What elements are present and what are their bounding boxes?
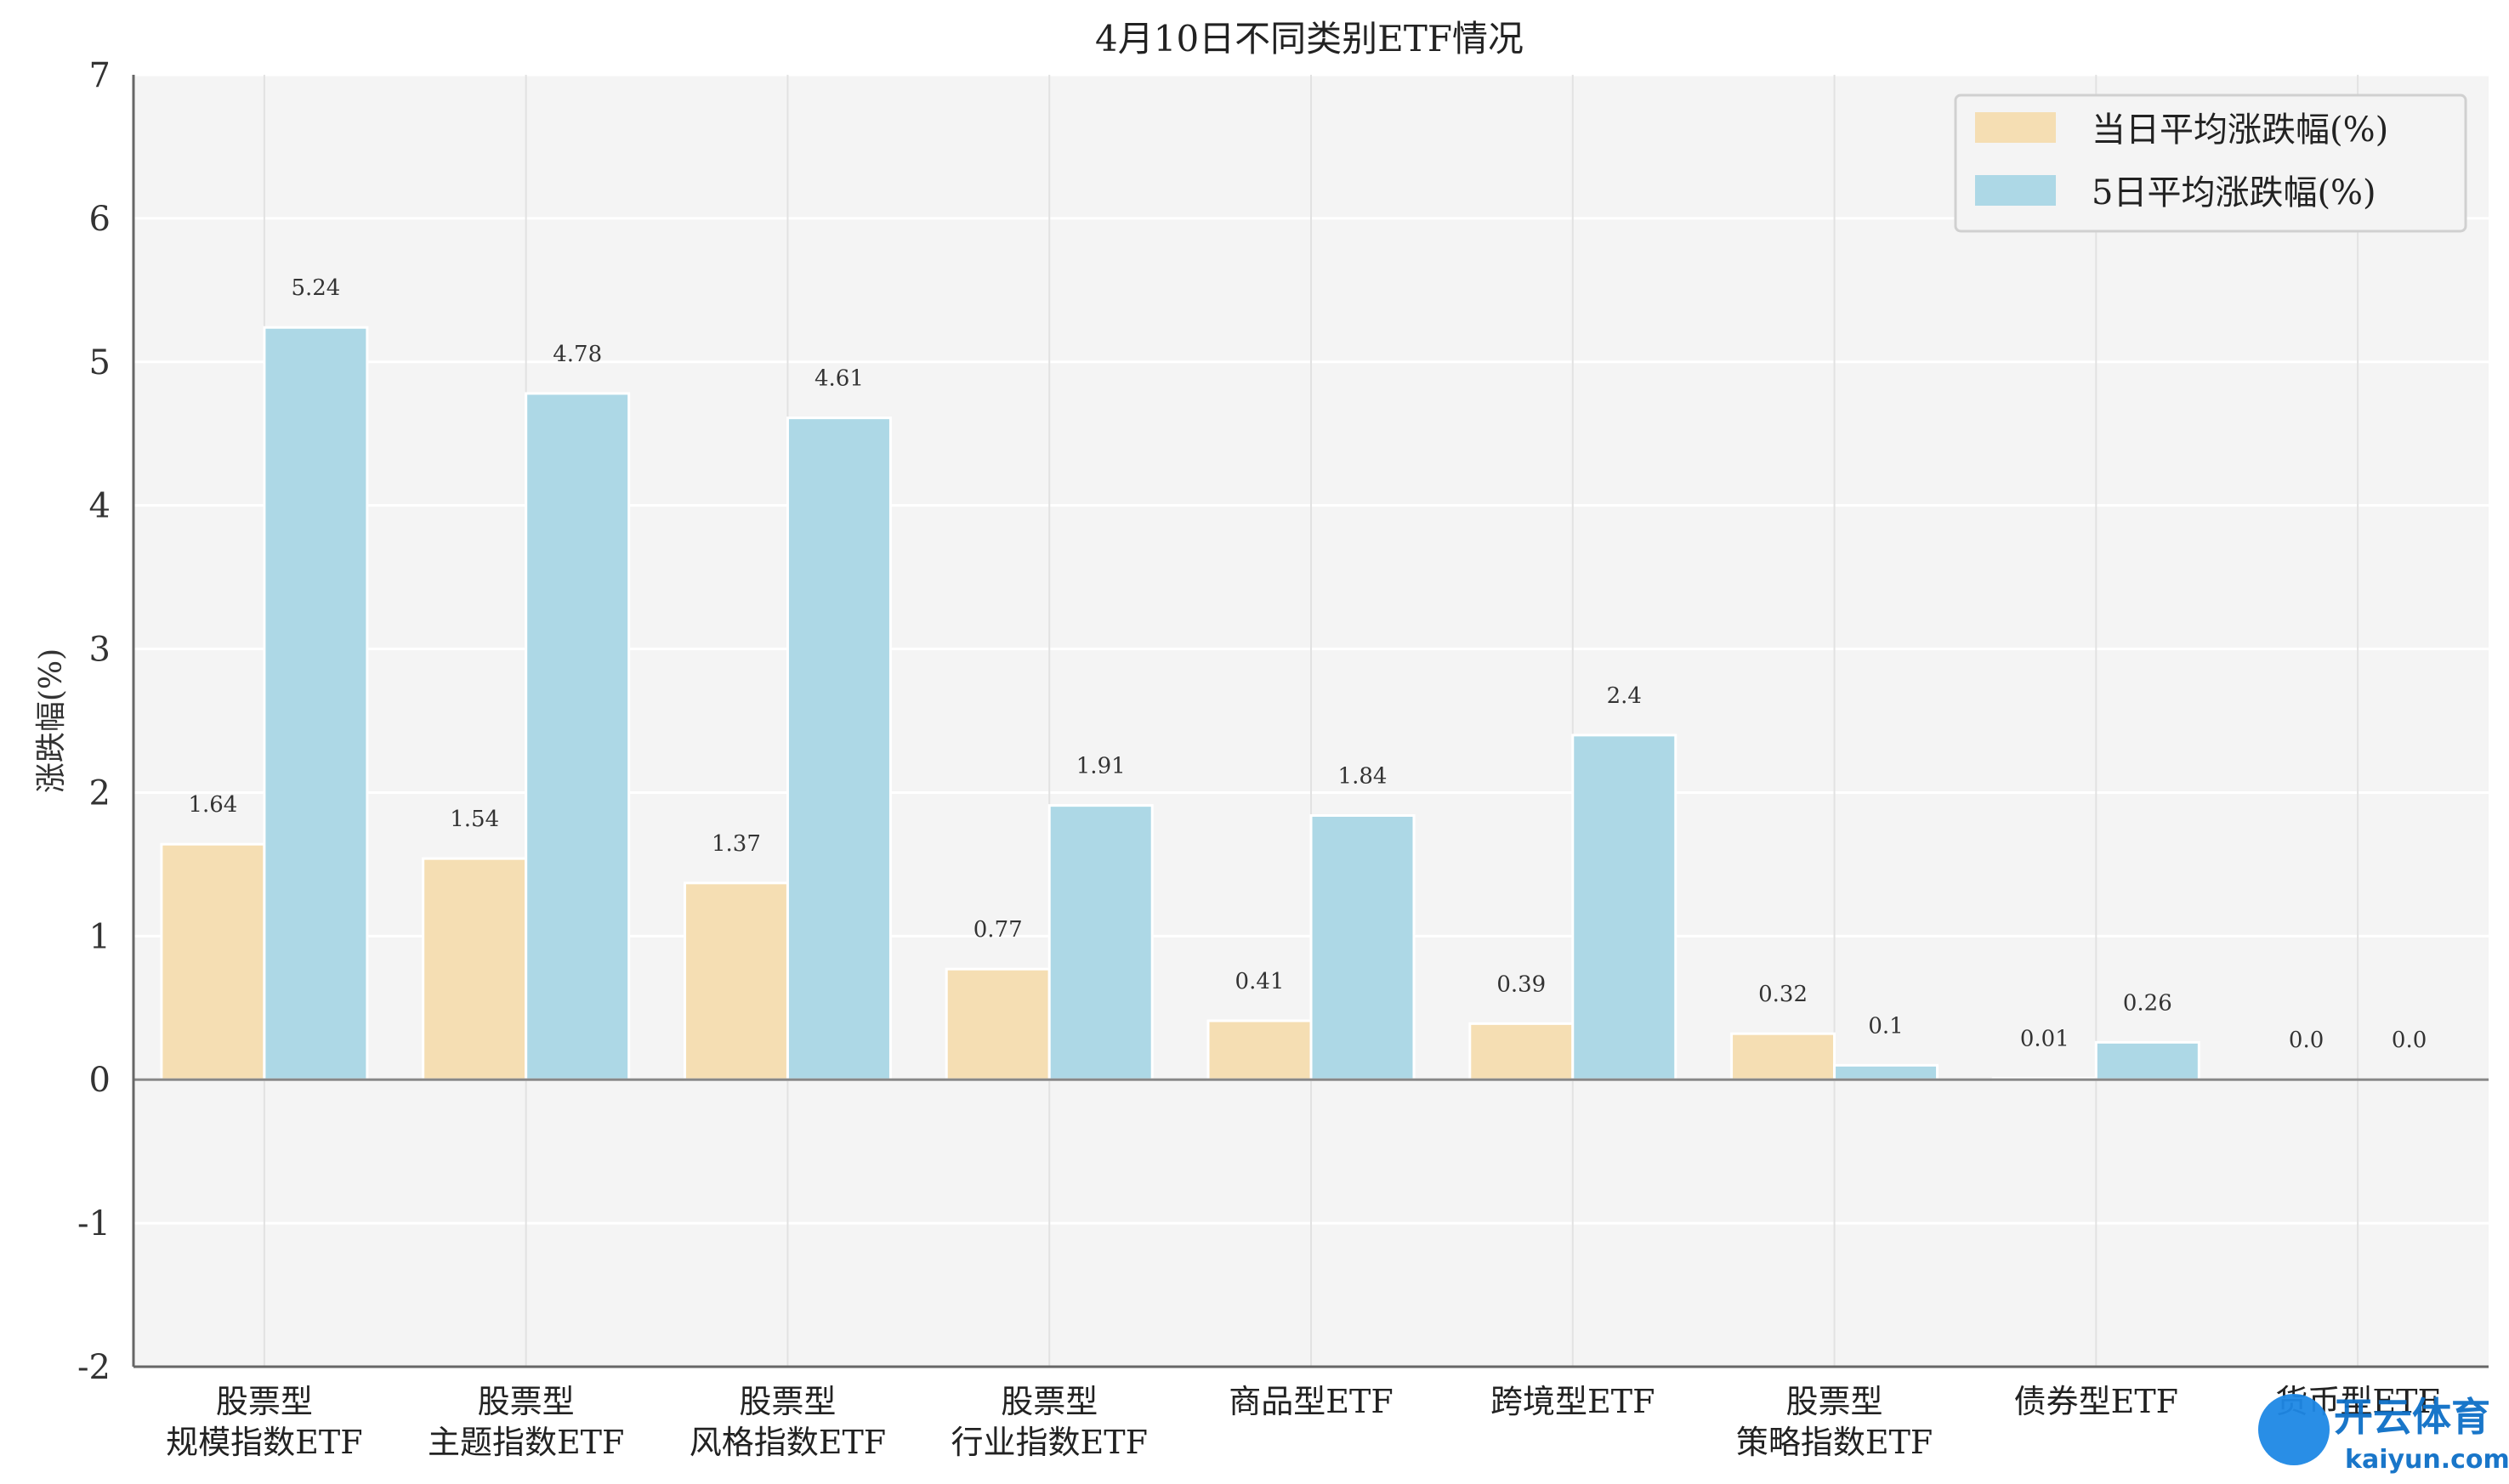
y-tick-label: 0	[89, 1061, 111, 1100]
bar-5day	[1571, 734, 1677, 1081]
x-tick-label: 风格指数ETF	[690, 1424, 886, 1461]
watermark-brand: 开云体育	[2334, 1394, 2490, 1440]
bar-daily	[1206, 1019, 1313, 1081]
y-tick-label: 2	[89, 773, 111, 813]
bar-daily	[422, 857, 528, 1081]
data-label-5day: 1.91	[1076, 754, 1126, 779]
bar-5day	[525, 392, 631, 1081]
data-label-daily: 0.39	[1496, 971, 1546, 997]
y-tick-label: -2	[77, 1348, 111, 1387]
data-label-daily: 0.41	[1235, 969, 1285, 994]
bar-5day	[1833, 1063, 1939, 1081]
x-tick-label: 股票型	[216, 1383, 313, 1420]
x-tick-label: 商品型ETF	[1229, 1383, 1393, 1420]
watermark-logo-icon	[2258, 1394, 2330, 1465]
bars	[160, 326, 2200, 1081]
x-tick-label: 策略指数ETF	[1736, 1424, 1933, 1461]
bar-5day	[786, 416, 892, 1081]
data-label-5day: 4.61	[815, 366, 864, 392]
bar-daily	[160, 842, 266, 1081]
data-label-5day: 1.84	[1338, 763, 1388, 789]
watermark: 开云体育 kaiyun.com	[2258, 1394, 2509, 1475]
legend-label-daily: 当日平均涨跌幅(%)	[2092, 110, 2388, 150]
x-tick-label: 规模指数ETF	[166, 1424, 362, 1461]
data-label-daily: 1.64	[188, 792, 237, 818]
x-tick-label: 债券型ETF	[2014, 1383, 2178, 1420]
data-label-5day: 2.4	[1607, 683, 1642, 709]
bar-5day	[2094, 1040, 2200, 1081]
data-label-5day: 5.24	[291, 275, 340, 301]
y-tick-label: 5	[89, 343, 111, 382]
x-tick-label: 股票型	[1786, 1383, 1883, 1420]
y-tick-labels: 7 6 5 4 3 2 1 0 -1 -2	[77, 56, 111, 1387]
bar-daily	[945, 967, 1051, 1081]
y-tick-label: 7	[89, 56, 111, 95]
x-tick-label: 跨境型ETF	[1490, 1383, 1655, 1420]
x-tick-label: 股票型	[739, 1383, 836, 1420]
data-label-daily: 1.37	[712, 831, 761, 857]
bar-daily	[1730, 1032, 1836, 1081]
bar-daily	[683, 881, 789, 1081]
y-tick-label: 1	[89, 917, 111, 956]
x-tick-label: 行业指数ETF	[951, 1424, 1147, 1461]
x-tick-label: 股票型	[1001, 1383, 1098, 1420]
data-label-5day: 0.26	[2123, 990, 2172, 1016]
bar-daily	[1468, 1022, 1575, 1081]
data-label-daily: 0.0	[2289, 1028, 2324, 1053]
x-tick-label: 股票型	[478, 1383, 575, 1420]
bar-5day	[1047, 804, 1154, 1081]
legend-label-5day: 5日平均涨跌幅(%)	[2092, 173, 2376, 212]
bar-5day	[1309, 813, 1416, 1081]
y-tick-label: 6	[89, 200, 111, 239]
chart-title: 4月10日不同类别ETF情况	[1095, 18, 1524, 59]
data-label-daily: 1.54	[450, 807, 499, 832]
legend-swatch-daily	[1975, 112, 2056, 143]
y-axis-label: 涨跌幅(%)	[34, 649, 69, 793]
bar-5day	[263, 326, 369, 1081]
data-label-5day: 0.0	[2392, 1028, 2427, 1053]
data-label-5day: 0.1	[1868, 1013, 1903, 1039]
axes	[132, 75, 2489, 1368]
legend-box	[1954, 93, 2467, 233]
legend: 当日平均涨跌幅(%) 5日平均涨跌幅(%)	[1954, 93, 2467, 233]
x-tick-label: 主题指数ETF	[428, 1424, 624, 1461]
y-tick-label: 4	[89, 487, 111, 526]
data-label-daily: 0.01	[2020, 1027, 2069, 1052]
data-label-5day: 4.78	[553, 342, 602, 367]
legend-swatch-5day	[1975, 175, 2056, 206]
y-tick-label: 3	[89, 631, 111, 670]
watermark-domain: kaiyun.com	[2345, 1445, 2509, 1475]
data-label-daily: 0.32	[1758, 982, 1808, 1007]
y-tick-label: -1	[77, 1204, 111, 1243]
data-labels: 1.64 5.24 1.54 4.78 1.37 4.61 0.77 1.91 0.41 1.84…	[188, 275, 2427, 1053]
data-label-daily: 0.77	[974, 917, 1023, 943]
